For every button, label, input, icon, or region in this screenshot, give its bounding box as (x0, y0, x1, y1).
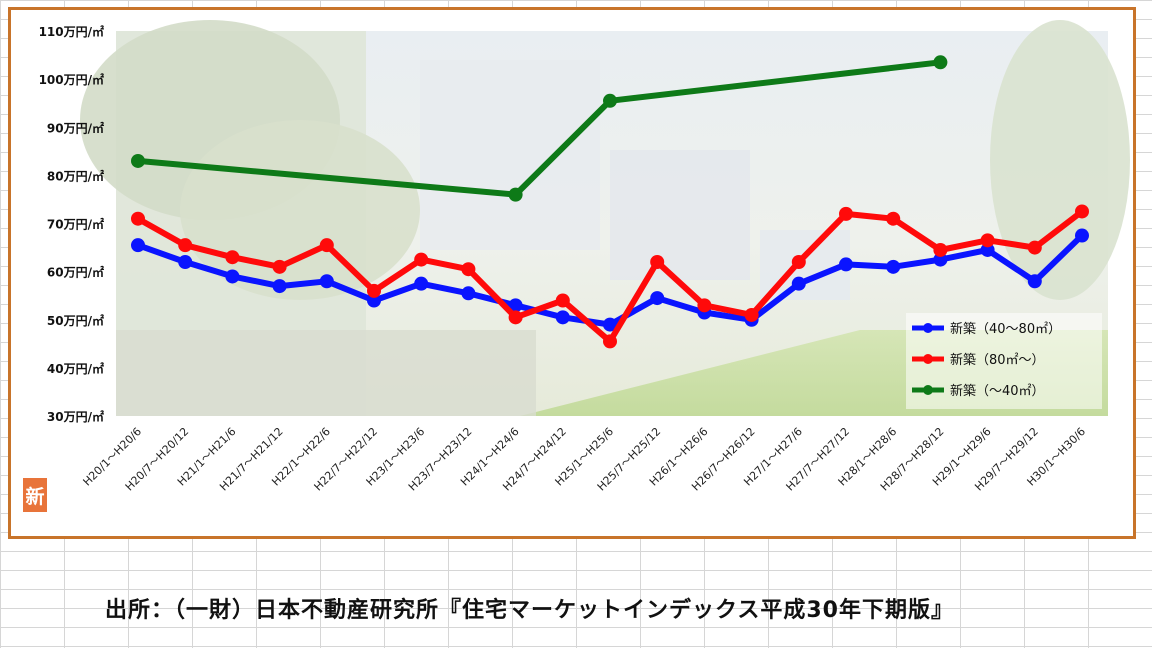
data-point (980, 233, 995, 248)
data-point (933, 242, 948, 257)
data-point (319, 238, 334, 253)
data-point (650, 255, 665, 269)
data-point (178, 255, 193, 269)
data-point (933, 252, 948, 267)
y-tick-label: 30万円/㎡ (47, 409, 104, 424)
y-tick-label: 90万円/㎡ (47, 120, 104, 135)
data-point (603, 93, 617, 108)
legend-label: 新築（～40㎡） (950, 383, 1045, 399)
y-tick-label: 100万円/㎡ (39, 72, 104, 87)
data-point (508, 298, 523, 313)
y-tick-label: 80万円/㎡ (47, 168, 104, 183)
x-axis: H20/1～H20/6H20/7～H20/12H21/1～H21/6H21/7～… (81, 425, 1089, 494)
data-point (1027, 240, 1042, 255)
data-point (178, 238, 193, 253)
legend-marker (923, 385, 933, 395)
data-point (367, 283, 381, 298)
data-point (886, 259, 901, 274)
data-point (508, 187, 523, 202)
legend-label: 新築（40～80㎡） (950, 321, 1061, 337)
y-axis: 110万円/㎡ 100万円/㎡ 90万円/㎡ 80万円/㎡ 70万円/㎡ 60万円/㎡ 50… (39, 24, 104, 424)
data-point (555, 310, 570, 325)
legend-label: 新築（80㎡～） (950, 352, 1045, 368)
data-point (744, 307, 759, 322)
new-badge-icon: 新 (23, 478, 47, 512)
data-point (791, 255, 806, 269)
data-point (414, 276, 429, 291)
data-point (650, 291, 665, 306)
data-point (508, 310, 523, 325)
data-point (980, 242, 995, 257)
series-line-3 (135, 59, 944, 198)
data-point (131, 153, 145, 168)
data-point (225, 269, 240, 284)
y-tick-label: 50万円/㎡ (47, 313, 104, 328)
data-point (319, 274, 334, 289)
source-caption: 出所：（一財）日本不動産研究所『住宅マーケットインデックス平成30年下期版』 (105, 598, 954, 623)
legend-marker (923, 323, 933, 333)
data-point (886, 211, 901, 226)
data-point (272, 279, 287, 294)
y-tick-label: 110万円/㎡ (39, 24, 104, 39)
data-point (603, 334, 617, 349)
data-point (697, 298, 712, 313)
data-point (461, 262, 476, 277)
data-point (461, 286, 476, 301)
data-point (839, 206, 853, 221)
data-point (555, 293, 570, 308)
data-point (272, 259, 287, 274)
y-tick-label: 70万円/㎡ (47, 217, 104, 232)
data-point (933, 55, 948, 70)
y-tick-label: 60万円/㎡ (47, 265, 104, 280)
data-point (367, 293, 381, 308)
data-point (225, 250, 240, 265)
series-lines (131, 55, 1089, 349)
y-tick-label: 40万円/㎡ (47, 361, 104, 376)
legend-marker (923, 354, 933, 364)
data-point (414, 252, 429, 267)
data-point (1075, 228, 1089, 243)
data-point (131, 238, 145, 253)
chart-legend: 新築（40～80㎡） 新築（80㎡～） 新築（～40㎡） (906, 313, 1102, 409)
svg-text:新: 新 (25, 485, 44, 508)
data-point (131, 211, 145, 226)
data-point (791, 276, 806, 291)
data-point (603, 317, 617, 332)
data-point (1075, 204, 1089, 219)
data-point (839, 257, 853, 272)
data-point (1027, 274, 1042, 289)
